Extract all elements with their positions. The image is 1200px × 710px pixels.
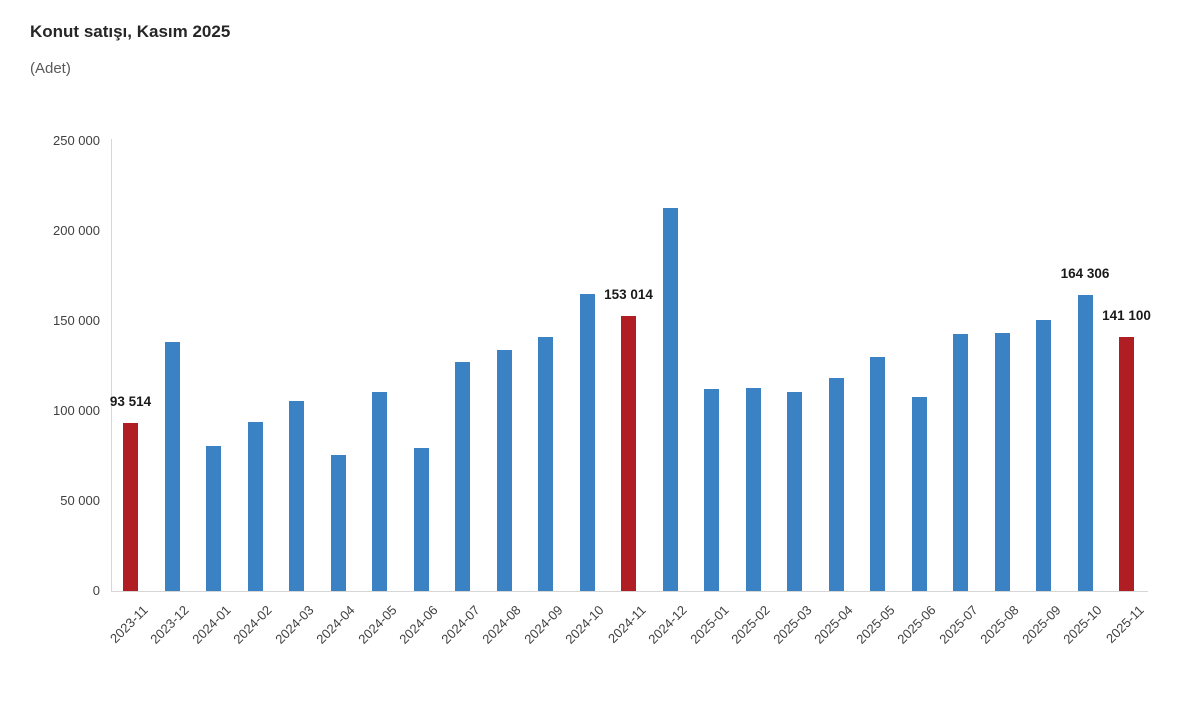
x-axis-tick-label-2024-05: 2024-05 <box>355 602 400 647</box>
x-axis-tick-label-2024-10: 2024-10 <box>562 602 607 647</box>
bar-2024-02[interactable] <box>247 421 263 591</box>
bar-2024-04[interactable] <box>330 454 346 591</box>
bar-2025-11[interactable] <box>1119 337 1134 591</box>
bar-2024-11[interactable] <box>621 315 636 591</box>
chart-title: Konut satışı, Kasım 2025 <box>30 22 231 41</box>
y-axis-tick-label: 200 000 <box>53 223 100 238</box>
x-axis-tick-label-2024-02: 2024-02 <box>230 602 275 647</box>
bar-2025-01[interactable] <box>704 389 719 591</box>
x-axis-tick-label-2025-03: 2025-03 <box>770 602 815 647</box>
bar-2024-01[interactable] <box>206 446 221 591</box>
x-axis-tick-label-2025-06: 2025-06 <box>894 602 939 647</box>
value-label-2024-11: 153 014 <box>604 286 653 302</box>
bar-2025-10[interactable] <box>1077 295 1093 591</box>
bar-2024-12[interactable] <box>662 208 678 591</box>
y-axis-tick-label: 150 000 <box>53 313 100 328</box>
bar-2025-06[interactable] <box>911 397 927 591</box>
bar-2024-09[interactable] <box>538 337 553 591</box>
y-axis-tick-label: 100 000 <box>53 403 100 418</box>
x-axis-tick-label-2024-04: 2024-04 <box>313 602 358 647</box>
bar-2025-09[interactable] <box>1036 319 1051 591</box>
bar-2023-12[interactable] <box>164 341 180 591</box>
bar-2024-03[interactable] <box>289 401 304 591</box>
x-axis-tick-label-2025-07: 2025-07 <box>936 602 981 647</box>
value-label-2025-11: 141 100 <box>1102 308 1151 324</box>
value-label-2025-10: 164 306 <box>1060 266 1110 282</box>
y-axis-line <box>111 139 112 592</box>
y-axis-tick-label: 250 000 <box>53 133 100 148</box>
x-axis-tick-label-2025-02: 2025-02 <box>728 602 773 647</box>
x-axis-tick-label-2025-08: 2025-08 <box>977 602 1022 647</box>
x-axis-tick-label-2025-05: 2025-05 <box>853 602 898 647</box>
bar-2024-05[interactable] <box>372 391 387 591</box>
x-axis-tick-label-2024-03: 2024-03 <box>272 602 317 647</box>
x-axis-tick-label-2023-12: 2023-12 <box>147 602 192 647</box>
x-axis-tick-label-2024-07: 2024-07 <box>438 602 483 647</box>
bar-2024-06[interactable] <box>413 448 429 591</box>
x-axis-tick-label-2024-06: 2024-06 <box>396 602 441 647</box>
bar-2024-07[interactable] <box>455 362 470 591</box>
x-axis-tick-label-2025-11: 2025-11 <box>1102 602 1147 647</box>
bar-2025-07[interactable] <box>953 333 968 591</box>
x-axis-line <box>111 591 1148 592</box>
bar-2025-08[interactable] <box>994 333 1010 591</box>
x-axis-tick-label-2025-04: 2025-04 <box>811 602 856 647</box>
x-axis-tick-label-2025-10: 2025-10 <box>1060 602 1105 647</box>
x-axis-tick-label-2024-12: 2024-12 <box>645 602 690 647</box>
x-axis-tick-label-2025-09: 2025-09 <box>1019 602 1064 647</box>
y-axis-tick-label: 0 <box>92 583 100 598</box>
x-axis-tick-label-2023-11: 2023-11 <box>106 602 151 647</box>
x-axis-tick-label-2025-01: 2025-01 <box>687 602 732 647</box>
bar-2024-10[interactable] <box>579 293 595 591</box>
x-axis-tick-label-2024-08: 2024-08 <box>479 602 524 647</box>
value-label-2023-11: 93 514 <box>109 393 152 409</box>
bar-2025-02[interactable] <box>745 387 761 591</box>
chart-unit-subtitle: (Adet) <box>30 60 71 77</box>
bar-2025-05[interactable] <box>870 356 885 591</box>
bar-2023-11[interactable] <box>123 422 138 591</box>
x-axis-tick-label-2024-11: 2024-11 <box>604 602 649 647</box>
x-axis-tick-label-2024-09: 2024-09 <box>521 602 566 647</box>
bar-2024-08[interactable] <box>496 349 512 591</box>
bar-2025-03[interactable] <box>787 391 802 591</box>
bar-2025-04[interactable] <box>828 377 844 591</box>
x-axis-tick-label-2024-01: 2024-01 <box>189 602 234 647</box>
y-axis-tick-label: 50 000 <box>60 493 100 508</box>
